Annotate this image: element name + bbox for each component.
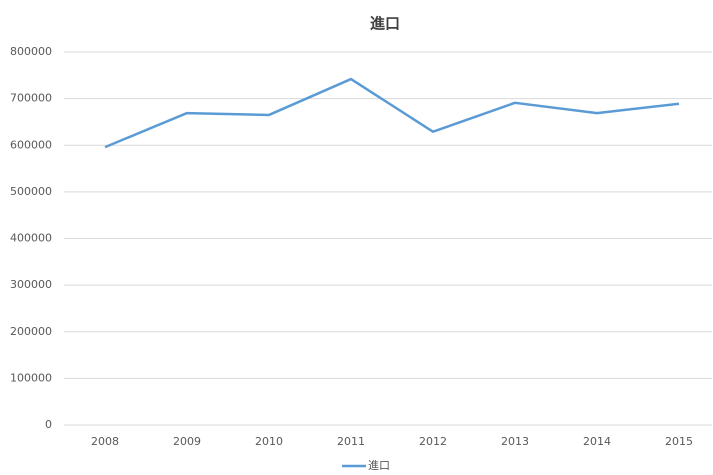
chart-title: 進口 [370,15,400,33]
y-tick-label: 500000 [10,185,52,198]
line [104,77,680,149]
x-tick-label: 2009 [173,435,201,448]
x-tick-label: 2010 [255,435,283,448]
y-tick-label: 700000 [10,92,52,105]
y-tick-label: 800000 [10,45,52,58]
y-tick-label: 300000 [10,278,52,291]
y-tick-label: 600000 [10,138,52,151]
x-tick-label: 2012 [419,435,447,448]
x-tick-label: 2011 [337,435,365,448]
x-tick-label: 2008 [91,435,119,448]
y-tick-label: 100000 [10,371,52,384]
y-tick-label: 400000 [10,232,52,245]
y-tick-label: 0 [45,418,52,431]
x-tick-label: 2013 [501,435,529,448]
x-tick-label: 2015 [665,435,693,448]
x-tick-label: 2014 [583,435,611,448]
legend-label: 進口 [368,459,390,472]
y-tick-label: 200000 [10,325,52,338]
